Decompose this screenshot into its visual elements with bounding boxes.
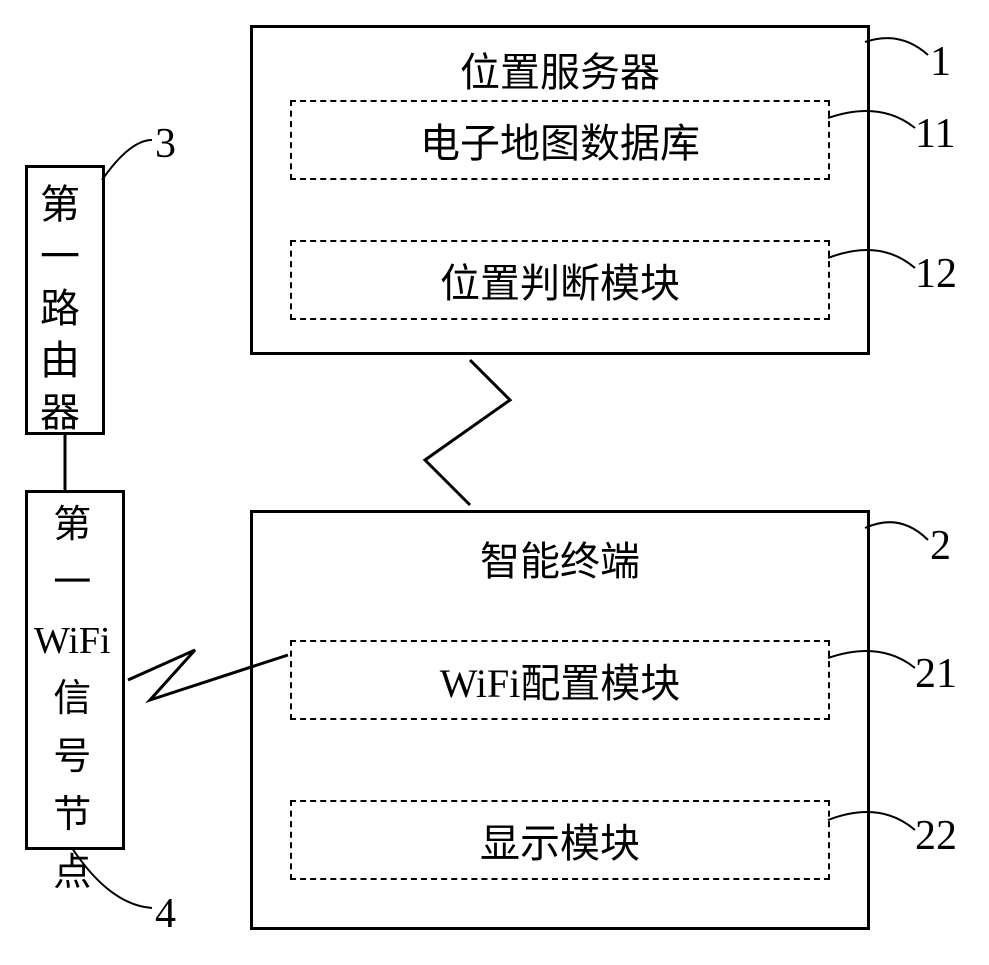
- annot-12: 12: [915, 250, 957, 298]
- annot-2: 2: [930, 522, 951, 570]
- position-module-box: 位置判断模块: [290, 240, 830, 320]
- annot-22: 22: [915, 812, 957, 860]
- annot-1: 1: [930, 38, 951, 86]
- display-module-label: 显示模块: [480, 811, 640, 869]
- position-module-label: 位置判断模块: [440, 251, 680, 309]
- display-module-box: 显示模块: [290, 800, 830, 880]
- wifi-module-box: WiFi配置模块: [290, 640, 830, 720]
- terminal-title: 智能终端: [253, 529, 867, 587]
- annot-21: 21: [915, 650, 957, 698]
- diagram-canvas: 位置服务器 电子地图数据库 位置判断模块 智能终端 WiFi配置模块 显示模块 …: [0, 0, 989, 965]
- annot-3: 3: [155, 120, 176, 168]
- annot-4: 4: [155, 890, 176, 938]
- router-label: 第一路由器: [40, 180, 80, 440]
- server-title: 位置服务器: [253, 40, 867, 98]
- wifi-module-label: WiFi配置模块: [440, 651, 681, 709]
- map-db-box: 电子地图数据库: [290, 100, 830, 180]
- map-db-label: 电子地图数据库: [420, 111, 700, 169]
- annot-11: 11: [915, 110, 955, 158]
- wifi-node-label: 第一WiFi信号节点: [34, 502, 111, 908]
